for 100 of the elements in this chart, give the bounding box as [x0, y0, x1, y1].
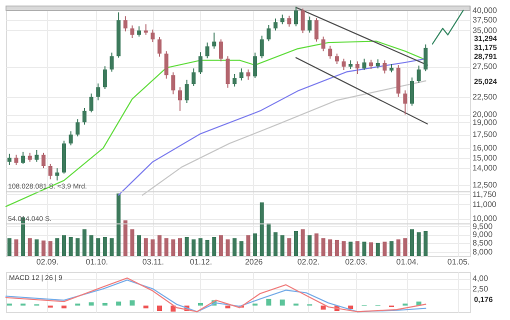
y-tick-label: 12,500	[472, 180, 498, 190]
candlestick	[123, 16, 128, 32]
x-tick-label: 2026	[244, 258, 264, 266]
candlestick	[260, 35, 264, 59]
candlestick	[68, 130, 73, 146]
bar	[88, 302, 94, 306]
candlestick	[382, 60, 387, 74]
candlestick	[355, 60, 360, 74]
candlestick	[21, 151, 26, 164]
candlestick	[218, 38, 223, 62]
bar	[170, 306, 176, 312]
candlestick	[328, 45, 332, 60]
candlestick	[110, 52, 114, 72]
y-tick-label: 15,000	[472, 153, 498, 162]
y-tick-label: 27,500	[472, 62, 498, 72]
candlestick	[14, 154, 18, 166]
candlestick	[130, 24, 134, 38]
bar	[130, 300, 135, 306]
bar	[280, 300, 285, 306]
bar	[62, 306, 66, 308]
bar	[266, 298, 272, 306]
y-tick-label: 16,000	[472, 144, 498, 153]
y-tick-label: 40,000	[472, 6, 498, 15]
candlestick	[76, 118, 80, 137]
candlestick	[232, 74, 237, 88]
candlestick	[144, 24, 148, 36]
candlestick	[253, 52, 258, 79]
candlestick	[198, 52, 202, 74]
x-tick-label: 03.11.	[142, 258, 164, 266]
candlestick	[192, 68, 196, 86]
y-tick-label: 37,500	[472, 16, 498, 25]
candlestick	[246, 68, 250, 80]
x-tick-label: 02.09.	[36, 258, 59, 266]
candlestick	[410, 76, 414, 106]
candlestick	[212, 32, 216, 50]
candlestick	[96, 82, 100, 101]
y-tick-label: 10,000	[472, 214, 498, 224]
bar	[225, 306, 230, 308]
candlestick	[89, 93, 94, 113]
bar	[143, 306, 148, 308]
candlestick	[184, 79, 189, 104]
y-tick-label: 20,000	[472, 110, 498, 120]
candlestick	[403, 90, 408, 116]
candlestick	[274, 18, 278, 31]
candlestick	[158, 36, 162, 58]
candlestick	[102, 66, 107, 90]
candlestick	[55, 168, 60, 181]
candlestick	[280, 14, 284, 25]
bar	[102, 302, 108, 306]
candlestick	[178, 86, 182, 112]
x-tick-label: 02.03.	[345, 258, 368, 266]
line-series	[5, 40, 426, 208]
candlestick	[137, 26, 142, 38]
y-tick-label: 4,00	[472, 274, 489, 284]
bar	[348, 306, 354, 309]
line-series	[432, 10, 464, 45]
y-tick-label: 35,000	[472, 26, 498, 35]
x-tick-label: 01.10.	[86, 258, 108, 266]
y-tick-label: 19,000	[472, 118, 498, 127]
candlestick	[424, 44, 428, 72]
bar	[320, 306, 326, 310]
x-tick-label: 01.05.	[447, 258, 470, 266]
candlestick	[308, 16, 312, 34]
candlestick	[239, 68, 244, 81]
candlestick	[266, 24, 271, 42]
bar	[157, 306, 162, 311]
y-tick-label: 8,500	[472, 238, 494, 248]
candlestick	[205, 42, 210, 59]
candlestick	[314, 18, 318, 42]
candlestick	[7, 153, 12, 166]
candlestick	[48, 163, 52, 180]
candlestick	[82, 107, 86, 126]
bar	[116, 302, 122, 306]
y-tick-label: 8,000	[472, 248, 494, 257]
candlestick	[150, 29, 155, 43]
candlestick	[300, 8, 305, 34]
candlestick	[321, 36, 326, 52]
bar	[198, 302, 203, 306]
candlestick	[287, 15, 292, 28]
candlestick	[369, 59, 374, 70]
x-tick-label: 01.12.	[190, 258, 212, 266]
candlestick	[42, 152, 46, 169]
y-tick-label: 17,500	[472, 130, 498, 140]
y-tick-label: 2,50	[472, 284, 489, 294]
y-tick-label: 22,500	[472, 92, 498, 102]
y-tick-label: 14,000	[472, 164, 498, 173]
y-tick-label: 11,000	[472, 200, 497, 209]
candlestick	[416, 65, 421, 84]
x-tick-label: 01.04.	[396, 258, 419, 266]
candlestick	[376, 58, 380, 69]
y-tick-label: 11,750	[472, 190, 497, 199]
candlestick	[164, 50, 168, 80]
x-tick-label: 02.02.	[297, 258, 320, 266]
candlestick	[334, 53, 339, 65]
y-tick-label: 9,500	[472, 222, 494, 231]
candlestick	[362, 58, 366, 71]
candlestick	[294, 6, 298, 27]
candlestick	[171, 72, 176, 95]
y-tick-label: 9,000	[472, 230, 494, 240]
candlestick	[34, 149, 39, 162]
